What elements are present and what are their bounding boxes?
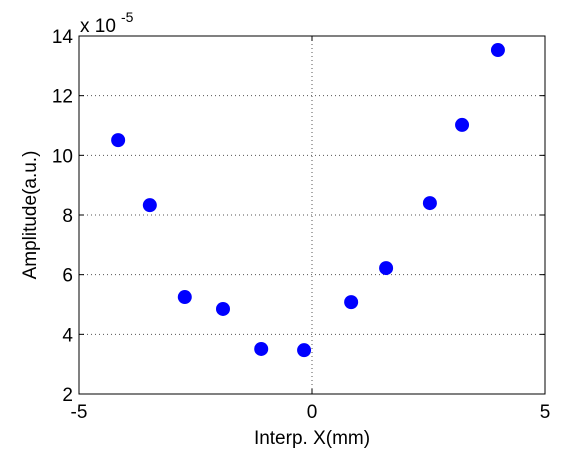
y-tick-label: 2 <box>62 385 73 406</box>
y-tick-label: 6 <box>62 266 73 287</box>
y-axis-label: Amplitude(a.u.) <box>20 151 41 280</box>
y-tick-label: 10 <box>52 146 73 167</box>
point <box>379 261 394 276</box>
point <box>344 295 359 310</box>
x-tick-label: -5 <box>71 402 88 423</box>
point <box>455 117 470 132</box>
y-tick-label: 12 <box>52 87 73 108</box>
x-tick-label: 0 <box>307 402 318 423</box>
point <box>297 343 312 358</box>
y-tick-label: 4 <box>62 325 73 346</box>
point <box>254 341 269 356</box>
point <box>215 301 230 316</box>
point <box>177 290 192 305</box>
y-tick-label: 8 <box>62 206 73 227</box>
point <box>142 198 157 213</box>
y-tick-label: 14 <box>52 27 74 48</box>
x-axis-label: Interp. X(mm) <box>254 428 370 449</box>
plot-frame <box>78 35 546 395</box>
x-tick-label: 5 <box>540 402 551 423</box>
y-exponent-base: x 10 <box>80 16 116 37</box>
point <box>490 43 505 58</box>
y-exponent: -5 <box>121 9 134 25</box>
point <box>111 133 126 148</box>
point <box>422 196 437 211</box>
